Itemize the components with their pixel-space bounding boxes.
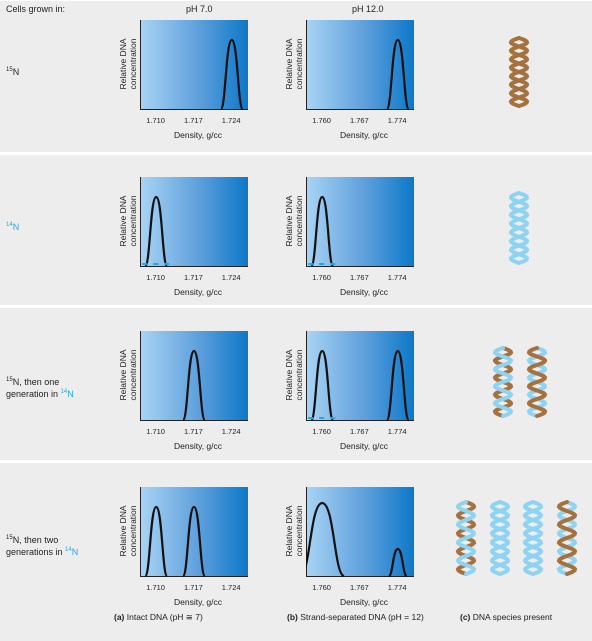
- light-dna-helix-icon: [508, 191, 530, 265]
- light-dna-helix-icon: [489, 500, 511, 576]
- x-tick-label: 1.760: [312, 583, 331, 592]
- x-axis-label: Density, g/cc: [174, 287, 223, 297]
- y-axis-label: Relative DNA concentration: [118, 38, 138, 90]
- footer-b: (b) Strand-separated DNA (pH = 12): [287, 612, 424, 622]
- density-peak: [385, 38, 410, 111]
- x-axis-label: Density, g/cc: [174, 597, 223, 607]
- x-tick-label: 1.774: [387, 273, 407, 282]
- y-axis-label: Relative DNA concentration: [118, 349, 138, 401]
- x-tick-label: 1.767: [350, 116, 369, 125]
- x-axis-label: Density, g/cc: [340, 441, 389, 451]
- x-axis-label: Density, g/cc: [174, 441, 223, 451]
- x-tick-label: 1.717: [184, 427, 203, 436]
- x-tick-label: 1.760: [312, 116, 331, 125]
- x-axis-label: Density, g/cc: [340, 597, 389, 607]
- x-tick-label: 1.717: [184, 583, 203, 592]
- hybrid-dna-helix-icon: [492, 346, 514, 418]
- y-axis-label: Relative DNA concentration: [118, 195, 138, 247]
- y-axis-label: Relative DNA concentration: [284, 195, 304, 247]
- hybrid-dna-helix-icon: [455, 500, 477, 576]
- density-gradient-plot: [306, 487, 414, 578]
- density-peak: [181, 349, 207, 422]
- heavy-dna-helix-icon: [508, 36, 530, 108]
- header-ph7: pH 7.0: [186, 4, 213, 14]
- x-axis-label: Density, g/cc: [340, 130, 389, 140]
- hybrid-dna-helix-icon: [556, 500, 578, 576]
- x-tick-label: 1.767: [350, 583, 369, 592]
- density-peak: [306, 501, 346, 578]
- header-ph12: pH 12.0: [352, 4, 384, 14]
- x-tick-label: 1.774: [387, 583, 407, 592]
- footer-a: (a) Intact DNA (pH ≅ 7): [114, 612, 203, 622]
- y-axis-label: Relative DNA concentration: [284, 38, 304, 90]
- x-tick-label: 1.717: [184, 273, 203, 282]
- density-gradient-plot: [140, 177, 248, 268]
- y-axis-label: Relative DNA concentration: [118, 505, 138, 557]
- row-band-3: [0, 308, 592, 460]
- hybrid-dna-helix-icon: [526, 346, 548, 418]
- row-band-2: [0, 155, 592, 305]
- x-tick-label: 1.717: [184, 116, 203, 125]
- y-axis-label: Relative DNA concentration: [284, 505, 304, 557]
- x-tick-label: 1.767: [350, 427, 369, 436]
- row-label-15n: 15N: [6, 67, 20, 77]
- density-gradient-plot: [140, 20, 248, 111]
- density-peak: [181, 505, 207, 578]
- density-peak: [387, 547, 408, 578]
- x-tick-label: 1.724: [221, 116, 241, 125]
- x-tick-label: 1.774: [387, 427, 407, 436]
- density-gradient-plot: [306, 20, 414, 111]
- density-gradient-plot: [306, 177, 414, 268]
- density-peak: [144, 505, 169, 578]
- footer-c: (c) DNA species present: [460, 612, 553, 622]
- x-tick-label: 1.760: [312, 427, 331, 436]
- x-tick-label: 1.760: [312, 273, 331, 282]
- header-cells-grown-in: Cells grown in:: [6, 4, 66, 14]
- row-band-1: [0, 0, 592, 152]
- density-peak: [310, 195, 335, 268]
- x-axis-label: Density, g/cc: [340, 287, 389, 297]
- x-tick-label: 1.767: [350, 273, 369, 282]
- x-tick-label: 1.710: [146, 583, 165, 592]
- x-tick-label: 1.724: [221, 273, 241, 282]
- density-gradient-plot: [306, 331, 414, 422]
- x-tick-label: 1.710: [146, 427, 165, 436]
- density-peak: [385, 349, 410, 422]
- y-axis-label: Relative DNA concentration: [284, 349, 304, 401]
- density-peak: [310, 349, 335, 422]
- density-gradient-plot: [140, 331, 248, 422]
- density-gradient-plot: [140, 487, 248, 578]
- x-tick-label: 1.724: [221, 427, 241, 436]
- row-label-one-generation: 15N, then one generation in 14N: [6, 377, 74, 399]
- x-tick-label: 1.710: [146, 273, 165, 282]
- light-dna-helix-icon: [522, 500, 544, 576]
- row-label-two-generations: 15N, then two generations in 14N: [6, 535, 79, 557]
- density-peak: [219, 38, 244, 111]
- x-tick-label: 1.724: [221, 583, 241, 592]
- density-peak: [144, 195, 169, 268]
- x-tick-label: 1.710: [146, 116, 165, 125]
- row-label-14n: 14N: [6, 222, 20, 232]
- x-axis-label: Density, g/cc: [174, 130, 223, 140]
- x-tick-label: 1.774: [387, 116, 407, 125]
